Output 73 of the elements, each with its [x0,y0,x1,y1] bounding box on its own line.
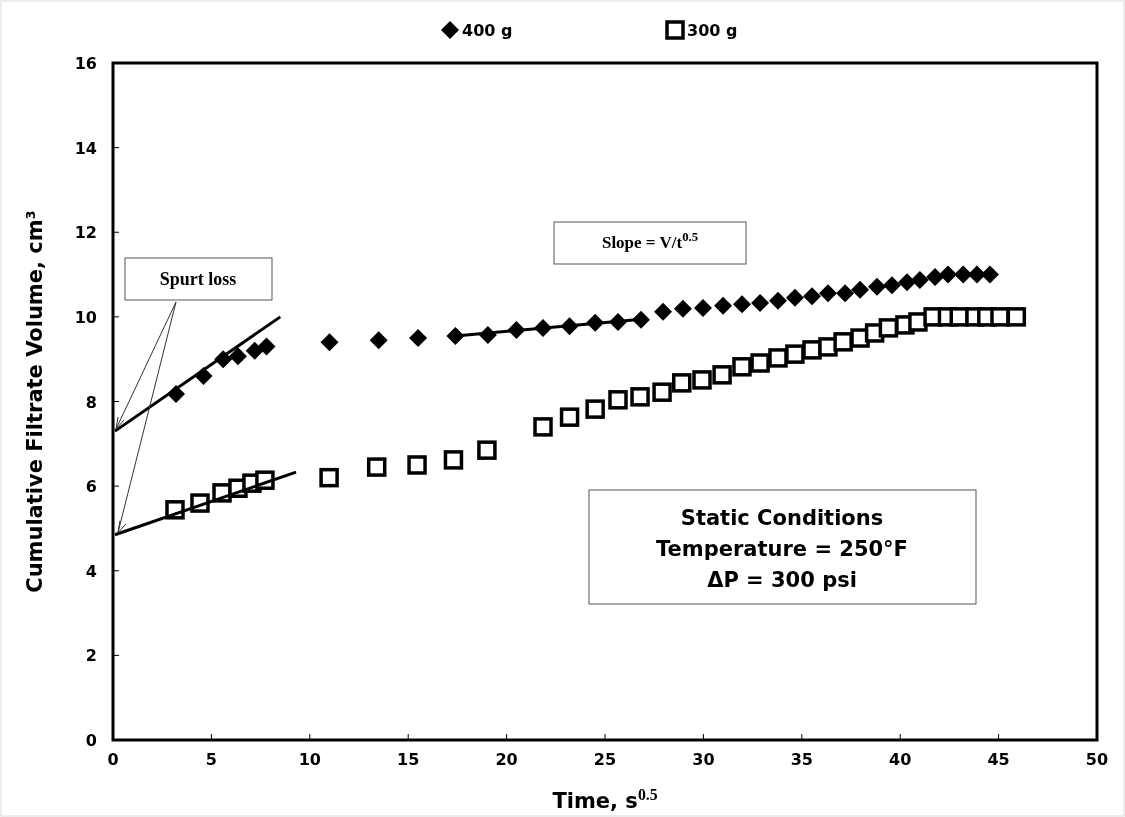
point [533,417,553,437]
y-tick-label: 8 [85,392,97,412]
legend-label: 300 g [687,21,738,40]
x-tick-label: 45 [987,750,1010,769]
point [785,344,805,364]
x-tick-label: 0 [107,750,119,769]
x-axis-title: Time, s$^{0.5}$ [552,785,658,813]
annotation: Slope = V/t$^{0.5}$ [601,230,699,252]
point [319,467,339,488]
point [785,288,804,307]
point [990,307,1010,327]
point [245,341,264,360]
y-tick-label: 16 [74,54,97,73]
x-tick-label: 40 [889,750,912,769]
point [694,298,713,317]
point [672,373,692,393]
y-tick-label: 12 [74,223,97,243]
x-tick-label: 15 [397,750,420,769]
y-tick-label: 14 [74,138,97,158]
y-tick-label: 10 [74,307,97,327]
annotation: Spurt loss [159,269,237,289]
point [910,271,929,290]
point [1006,307,1027,327]
legend-label: 400 g [462,21,513,40]
x-tick-label: 35 [790,750,813,769]
x-tick-label: 5 [205,750,217,769]
point [673,299,692,318]
point [939,265,958,284]
point [768,291,787,310]
y-tick-label: 4 [85,561,97,581]
point [257,337,276,356]
point [320,333,339,352]
point [585,399,605,419]
point [409,329,428,348]
point [407,455,427,475]
x-tick-label: 25 [593,750,617,769]
point [926,268,945,287]
point [652,382,672,402]
point [882,276,901,295]
point [867,277,886,296]
point [692,370,712,390]
x-tick-label: 50 [1085,750,1109,769]
point [836,284,855,303]
y-tick-label: 2 [85,646,97,666]
x-tick-label: 30 [692,750,715,769]
y-axis-title: Cumulative Filtrate Volume, cm³ [23,210,47,593]
y-tick-label: 6 [85,477,97,497]
point [751,293,770,312]
point [898,273,917,292]
point [559,407,580,427]
annotation: Static Conditions Temperature = 250°F ΔP = 300 psi [656,506,908,592]
point [608,390,628,410]
point [732,357,752,377]
point [630,387,650,407]
point [768,348,788,368]
point [750,353,770,373]
point [654,302,673,321]
point [369,331,388,350]
point [732,295,751,314]
x-tick-label: 20 [495,750,518,769]
point [818,284,837,303]
point [228,347,247,366]
point [366,457,387,477]
point [443,450,464,470]
point [714,296,733,315]
point [477,440,497,460]
y-tick-label: 0 [85,731,97,750]
point [712,365,732,385]
point [833,332,853,352]
point [851,280,870,299]
point [803,287,822,306]
x-tick-label: 10 [298,750,321,769]
point [802,340,822,360]
